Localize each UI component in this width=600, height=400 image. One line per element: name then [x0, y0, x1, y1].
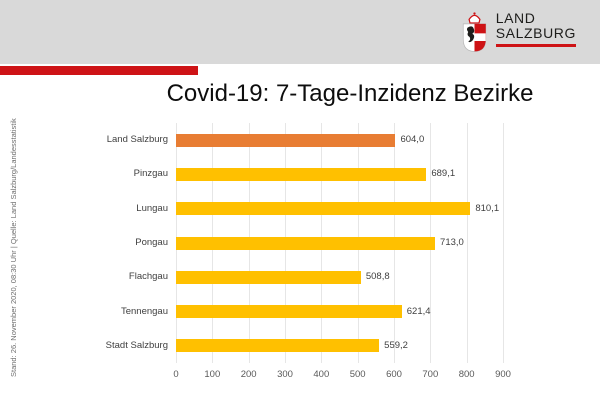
category-label: Pinzgau	[133, 168, 168, 180]
category-label: Flachgau	[128, 271, 168, 283]
value-label: 604,0	[400, 134, 425, 146]
category-label: Stadt Salzburg	[105, 339, 168, 351]
bar-1	[176, 167, 427, 181]
salzburg-coat-of-arms-icon	[461, 11, 488, 58]
value-label: 621,4	[406, 305, 431, 317]
logo-underline	[495, 44, 576, 47]
bar-4	[176, 270, 361, 284]
logo-line-1: LAND	[495, 10, 536, 26]
x-tick-200: 200	[240, 369, 257, 380]
x-tick-400: 400	[313, 369, 330, 380]
logo-text: LAND SALZBURG	[495, 10, 576, 47]
page-title: Covid-19: 7-Tage-Inzidenz Bezirke	[166, 80, 534, 107]
x-tick-600: 600	[386, 369, 402, 380]
bar-6	[176, 339, 380, 353]
value-label: 810,1	[475, 202, 500, 214]
bar-2	[176, 202, 471, 216]
x-tick-700: 700	[422, 369, 439, 380]
header-band	[0, 0, 600, 64]
category-label: Land Salzburg	[106, 134, 168, 146]
x-tick-500: 500	[349, 369, 366, 380]
x-tick-100: 100	[204, 369, 221, 380]
category-label: Tennengau	[120, 305, 168, 317]
bar-3	[176, 236, 436, 250]
bar-0	[176, 133, 396, 147]
value-label: 713,0	[440, 237, 464, 248]
x-tick-0: 0	[173, 369, 179, 380]
value-label: 559,2	[384, 339, 408, 351]
gridline-900	[503, 123, 504, 363]
accent-bar	[0, 66, 198, 75]
logo-line-2: SALZBURG	[495, 25, 576, 41]
category-label: Lungau	[136, 202, 168, 214]
category-label: Pongau	[135, 237, 168, 248]
bar-chart: 0 100 200 300 400 500 600 700 800 900 Land Salzbur…	[0, 123, 600, 393]
x-tick-300: 300	[277, 369, 293, 380]
value-label: 689,1	[431, 168, 456, 180]
land-salzburg-logo: LAND SALZBURG	[461, 11, 576, 58]
value-label: 508,8	[365, 271, 390, 283]
bar-5	[176, 305, 402, 319]
gridline-800	[466, 123, 468, 363]
x-tick-800: 800	[458, 369, 475, 380]
x-tick-900: 900	[495, 369, 511, 380]
